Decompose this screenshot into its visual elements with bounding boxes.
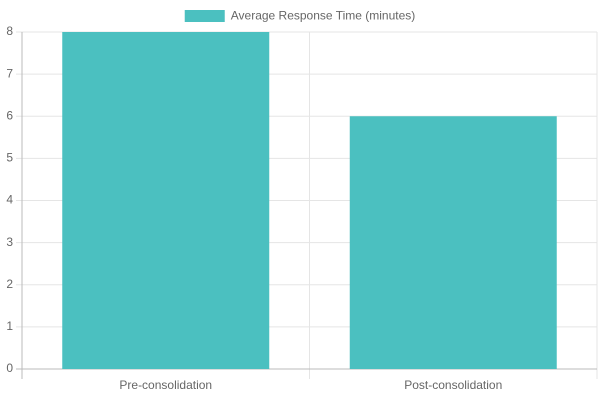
y-tick-label: 8 [6,24,13,38]
bar [349,116,557,369]
y-tick-label: 4 [6,193,13,207]
x-tick-label: Pre-consolidation [119,378,212,392]
legend-label: Average Response Time (minutes) [231,9,416,23]
y-tick-label: 7 [6,66,13,80]
y-tick-label: 5 [6,151,13,165]
legend-item: Average Response Time (minutes) [184,9,416,23]
x-tick-label: Post-consolidation [404,378,502,392]
legend-swatch [184,10,225,22]
y-tick-label: 6 [6,108,13,122]
y-tick-label: 0 [6,361,13,375]
y-tick-label: 1 [6,319,13,333]
y-tick-label: 2 [6,277,13,291]
bar [62,32,270,369]
y-tick-label: 3 [6,235,13,249]
